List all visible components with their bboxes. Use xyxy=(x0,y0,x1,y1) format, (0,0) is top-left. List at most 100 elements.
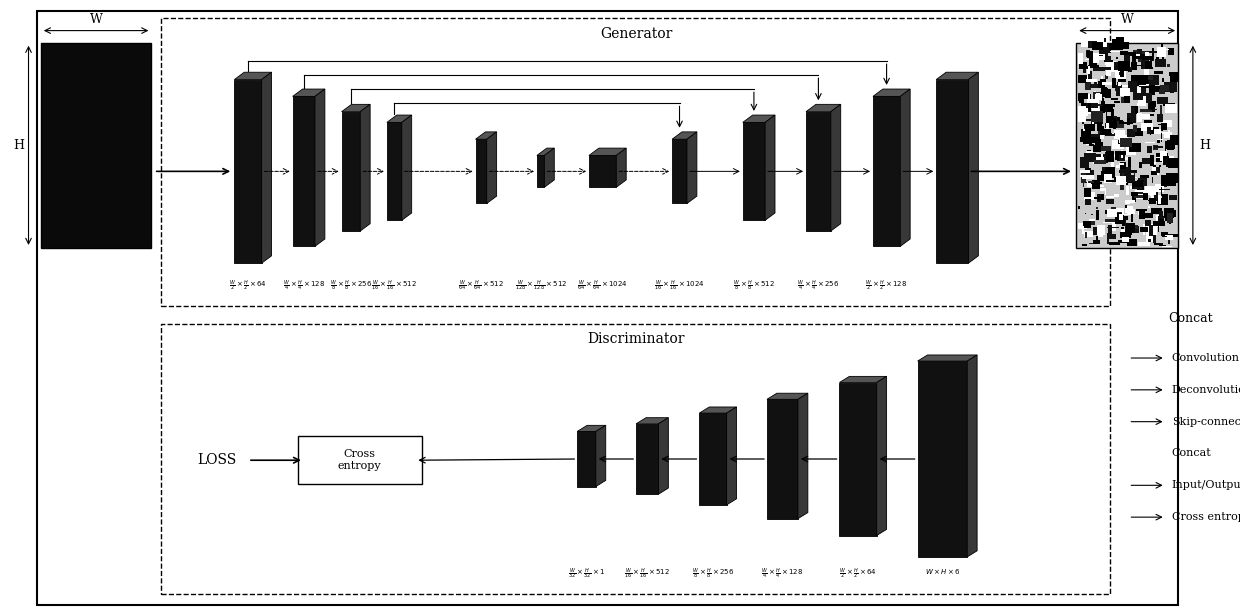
Bar xyxy=(1109,43,1121,50)
Bar xyxy=(1105,152,1106,154)
Bar xyxy=(1120,215,1123,220)
Bar xyxy=(1145,124,1148,131)
Bar xyxy=(1097,122,1101,131)
Bar xyxy=(1080,136,1089,141)
Bar xyxy=(1111,207,1116,210)
Bar xyxy=(1117,94,1125,95)
Bar xyxy=(1147,146,1152,153)
Bar xyxy=(1083,94,1091,99)
Bar xyxy=(1167,64,1171,67)
Bar xyxy=(1100,43,1111,53)
Polygon shape xyxy=(589,148,626,155)
Bar xyxy=(1146,226,1154,236)
Bar xyxy=(1125,219,1126,230)
Polygon shape xyxy=(234,72,272,80)
Bar xyxy=(1094,68,1105,71)
Text: $\frac{W}{16}\times\frac{H}{16}\times512$: $\frac{W}{16}\times\frac{H}{16}\times512… xyxy=(624,567,671,581)
Bar xyxy=(1151,196,1158,202)
Bar xyxy=(1126,183,1128,185)
Bar xyxy=(1153,236,1156,243)
Bar xyxy=(1106,199,1114,204)
Bar xyxy=(1081,103,1091,106)
Bar xyxy=(1084,139,1092,144)
Bar xyxy=(1161,232,1168,236)
Polygon shape xyxy=(699,407,737,413)
Bar xyxy=(1084,131,1086,133)
Bar xyxy=(1083,66,1086,73)
Bar xyxy=(1096,193,1101,202)
Bar xyxy=(1100,94,1102,100)
Bar xyxy=(1109,118,1120,129)
Bar xyxy=(1146,61,1152,69)
Bar xyxy=(1154,243,1163,245)
Bar xyxy=(1127,143,1130,146)
Bar xyxy=(1166,49,1169,50)
Bar xyxy=(1079,93,1087,96)
Polygon shape xyxy=(636,424,658,494)
FancyBboxPatch shape xyxy=(298,436,422,484)
Bar xyxy=(1114,102,1120,103)
Bar xyxy=(1169,210,1177,217)
Text: LOSS: LOSS xyxy=(197,453,237,467)
Bar xyxy=(1090,242,1092,244)
Bar xyxy=(1096,93,1100,97)
Bar xyxy=(1132,55,1143,59)
Bar xyxy=(1154,59,1166,67)
Bar xyxy=(1127,230,1132,235)
Bar xyxy=(1149,192,1153,196)
Bar xyxy=(1099,146,1111,151)
Bar xyxy=(1158,119,1161,121)
Bar xyxy=(1080,157,1090,168)
Polygon shape xyxy=(873,89,910,96)
Bar xyxy=(1167,140,1174,149)
Bar xyxy=(1167,106,1168,110)
Text: $\frac{W}{64}\times\frac{H}{64}\times512$: $\frac{W}{64}\times\frac{H}{64}\times512… xyxy=(458,278,505,293)
Bar xyxy=(1081,106,1090,114)
Bar xyxy=(1092,185,1104,187)
Polygon shape xyxy=(262,72,272,263)
Bar xyxy=(1152,177,1153,184)
Bar xyxy=(1120,88,1130,95)
Bar xyxy=(1097,233,1104,237)
Bar xyxy=(1099,51,1109,56)
Polygon shape xyxy=(766,399,799,519)
Bar xyxy=(1092,42,1104,50)
Polygon shape xyxy=(831,104,841,231)
Bar xyxy=(1169,176,1176,187)
Bar xyxy=(1117,140,1122,144)
Bar xyxy=(1089,45,1094,47)
Bar xyxy=(1121,229,1128,236)
Bar xyxy=(1167,234,1178,237)
Polygon shape xyxy=(402,115,412,220)
Bar xyxy=(1161,176,1169,186)
Bar xyxy=(1159,219,1164,224)
Bar xyxy=(1078,111,1086,122)
Bar xyxy=(1106,123,1110,133)
Bar xyxy=(1125,206,1133,213)
Bar xyxy=(1090,201,1096,203)
Bar xyxy=(1114,194,1118,196)
Bar xyxy=(1087,51,1092,58)
Bar xyxy=(1091,55,1102,56)
Bar xyxy=(1081,173,1086,184)
Bar xyxy=(1168,158,1178,168)
Bar xyxy=(1092,44,1096,48)
Bar xyxy=(1156,86,1161,92)
Text: Deconvolution: Deconvolution xyxy=(1172,385,1240,395)
Bar xyxy=(1117,155,1125,162)
Polygon shape xyxy=(476,140,486,203)
Bar xyxy=(1120,181,1126,185)
Bar xyxy=(1158,245,1166,246)
Bar xyxy=(1148,239,1151,242)
Bar xyxy=(1157,222,1161,227)
Bar xyxy=(1156,57,1158,63)
Bar xyxy=(1162,194,1168,204)
Bar xyxy=(1166,141,1174,149)
Bar xyxy=(1169,74,1178,83)
Bar xyxy=(1132,187,1142,189)
Bar xyxy=(1085,124,1095,132)
Bar xyxy=(1120,184,1125,190)
Bar xyxy=(1137,113,1142,122)
Bar xyxy=(1080,170,1090,173)
Polygon shape xyxy=(918,355,977,361)
